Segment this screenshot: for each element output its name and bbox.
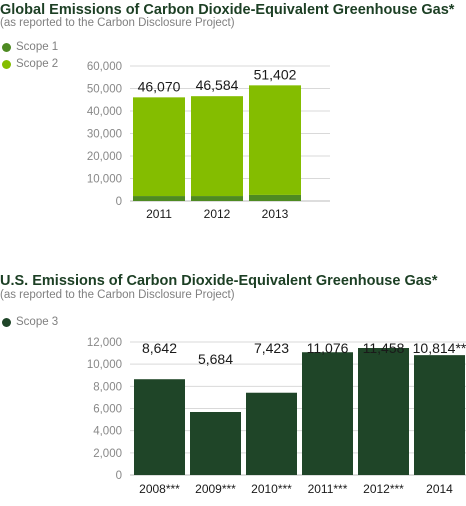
global-y-tick-label: 20,000 (87, 151, 122, 163)
us-y-tick-label: 2,000 (93, 448, 122, 460)
us-y-tick-label: 10,000 (87, 359, 122, 371)
us-chart-subtitle: (as reported to the Carbon Disclosure Pr… (0, 289, 235, 301)
us-data-label: 7,423 (254, 340, 289, 356)
legend-scope-1: Scope 1 (2, 41, 58, 53)
us-bar-scope-3 (358, 348, 409, 475)
us-bar-scope-3 (246, 392, 297, 475)
legend-scope-3-label: Scope 3 (16, 316, 59, 328)
global-bar-scope-1 (249, 194, 301, 201)
global-x-tick-label: 2013 (262, 207, 289, 221)
global-emissions-chart: 60,000 50,000 40,000 30,000 20,000 10,000 0 46,… (87, 61, 330, 221)
us-x-tick-label: 2010*** (251, 482, 292, 496)
us-data-label: 10,814** (413, 340, 466, 356)
global-data-label: 46,070 (138, 78, 181, 94)
global-x-tick-label: 2011 (146, 207, 172, 221)
us-emissions-chart: 12,000 10,000 8,000 6,000 4,000 2,000 0 8,642 20… (87, 337, 466, 496)
us-data-label: 11,458 (363, 340, 405, 356)
global-chart-title: Global Emissions of Carbon Dioxide-Equiv… (0, 2, 455, 18)
us-y-tick-label: 0 (116, 470, 122, 482)
us-chart-title: U.S. Emissions of Carbon Dioxide-Equival… (0, 273, 438, 289)
legend-scope-2: Scope 2 (2, 58, 58, 70)
us-y-tick-label: 6,000 (93, 404, 122, 416)
global-y-tick-label: 50,000 (87, 84, 122, 96)
global-y-tick-label: 30,000 (87, 129, 122, 141)
global-bar-scope-1 (133, 196, 185, 201)
global-y-tick-label: 60,000 (87, 61, 122, 73)
us-y-tick-label: 12,000 (87, 337, 122, 349)
scope-3-swatch (2, 317, 11, 327)
global-y-tick-label: 10,000 (87, 174, 122, 186)
us-x-tick-label: 2009*** (195, 482, 236, 496)
us-bar-scope-3 (190, 412, 241, 475)
us-bar-scope-3 (134, 379, 185, 475)
global-x-tick-label: 2012 (204, 207, 231, 221)
us-data-label: 8,642 (142, 340, 177, 356)
us-y-tick-label: 8,000 (93, 381, 122, 393)
us-data-label: 5,684 (198, 351, 233, 367)
us-data-label: 11,076 (307, 340, 349, 356)
global-bar-scope-2 (249, 85, 301, 195)
global-chart-subtitle: (as reported to the Carbon Disclosure Pr… (0, 17, 235, 29)
legend-scope-3: Scope 3 (2, 316, 58, 328)
us-bar-scope-3 (414, 355, 465, 475)
us-x-tick-label: 2014 (426, 482, 453, 496)
scope-2-swatch (2, 59, 11, 69)
global-bar-scope-2 (133, 97, 185, 197)
legend-scope-2-label: Scope 2 (16, 58, 59, 70)
scope-1-swatch (2, 42, 11, 52)
legend-scope-1-label: Scope 1 (16, 41, 59, 53)
global-data-label: 46,584 (196, 77, 239, 93)
global-y-tick-label: 0 (116, 196, 122, 208)
us-bar-scope-3 (302, 352, 353, 475)
us-y-tick-label: 4,000 (93, 426, 122, 438)
global-data-label: 51,402 (254, 66, 297, 82)
global-bar-scope-1 (191, 196, 243, 201)
global-y-tick-label: 40,000 (87, 106, 122, 118)
us-x-tick-label: 2011*** (308, 482, 348, 496)
us-x-tick-label: 2008*** (139, 482, 180, 496)
global-bar-scope-2 (191, 96, 243, 197)
us-x-tick-label: 2012*** (363, 482, 404, 496)
